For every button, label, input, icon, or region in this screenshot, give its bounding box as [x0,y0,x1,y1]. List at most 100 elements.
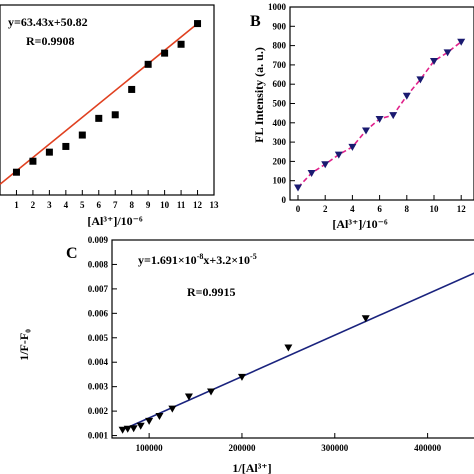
panel-a-x-tick-label: 5 [80,200,85,210]
panel-c-y-tick-label: 0.009 [88,235,109,245]
panel-c-marker [184,393,193,401]
panel-c-equation-prefix: y=1.691×10 [138,253,197,267]
panel-c-marker [155,413,164,420]
panel-a-point [45,148,53,156]
panel-c-equation-mid: x+3.2×10 [203,253,250,267]
panel-b-letter: B [250,13,261,30]
panel-a-fit-line-group [0,21,200,185]
panel-b-marker [430,58,438,66]
panel-b-x-tick-label: 10 [430,204,440,214]
panel-b-marker [457,38,466,46]
panel-c-x-tick-label: 200000 [228,443,256,453]
panel-b-x-ticks: 0 2 4 6 8 10 12 [296,195,466,214]
panel-c-marker [284,344,293,352]
panel-c-x-tick-label: 300000 [321,443,349,453]
panel-a-equation: y=63.43x+50.82 [8,15,88,29]
panel-c-y-tick-label: 0.002 [88,406,109,416]
panel-b-marker [362,127,370,135]
panel-b-y-tick-label: 500 [273,99,287,109]
panel-b-y-ticks: 0 100 200 300 400 500 600 700 800 900 1000 [268,2,295,205]
panel-c-letter: C [66,245,78,262]
panel-b-y-tick-label: 300 [273,137,287,147]
panel-c-frame [111,239,474,439]
panel-c-x-tick-label: 400000 [414,443,442,453]
panel-a-x-tick-label: 11 [177,200,186,210]
panel-b-marker [416,76,425,84]
panel-c-y-tick-label: 0.003 [88,382,109,392]
panel-b-x-tick-label: 0 [296,204,301,214]
panel-b-x-tick-label: 4 [350,204,355,214]
panel-c-y-tick-label: 0.005 [88,333,109,343]
panel-c-y-axis-label: 1/F-F₀ [17,329,31,361]
panel-b-x-tick-label: 8 [405,204,410,214]
panel-b-markers [294,38,466,192]
panel-a-point [12,168,20,176]
panel-a-x-tick-label: 10 [160,200,170,210]
panel-c-x-axis-label: 1/[Al³⁺] [232,461,271,474]
panel-b-marker [321,161,330,169]
panel-c-marker [129,425,138,433]
panel-b-y-tick-label: 700 [273,60,287,70]
panel-c-y-tick-label: 0.008 [88,259,109,269]
panel-b-frame [289,6,474,201]
panel-c-marker [361,315,370,323]
panel-a-fit-line [0,21,200,185]
panel-a-point [111,111,119,119]
panel-c-y-tick-label: 0.007 [88,284,109,294]
panel-b-y-axis-label: FL Intensity (a. u.) [252,47,266,143]
panel-a-x-tick-label: 4 [64,200,69,210]
panel-c-marker [237,373,246,381]
panel-c-fit-line-group [120,272,474,432]
panel-a-point [161,49,169,57]
panel-a-point [29,157,37,165]
panel-c-marker [136,422,145,430]
panel-b-line-group [297,41,462,189]
panel-c-marker [145,417,154,425]
panel-c-marker [207,388,216,396]
panel-b-marker [402,92,411,100]
panel-b-series-line [297,41,462,189]
panel-a-x-tick-label: 9 [146,200,151,210]
panel-a-point [144,60,152,68]
panel-c: C 1/F-F₀ 0.0010.0020.0030.0040.0050.0060… [17,235,474,474]
panel-b-y-tick-label: 1000 [268,2,287,12]
panel-a: 1 2 3 4 5 6 7 8 9 10 11 12 13 y=63.43x+50.82 R=0.990… [0,4,219,228]
panel-b-y-tick-label: 0 [282,195,287,205]
panel-b-marker [375,115,384,123]
panel-b-marker [334,151,343,159]
panel-a-x-tick-label: 12 [193,200,203,210]
panel-b-y-tick-label: 100 [273,176,287,186]
panel-c-equation: y=1.691×10-8x+3.2×10-5 [138,252,257,267]
panel-b-marker [389,112,398,120]
panel-c-y-tick-label: 0.004 [88,357,109,367]
panel-a-point [95,114,103,122]
panel-b-marker [294,184,302,192]
panel-c-x-tick-label: 100000 [136,443,164,453]
panel-b-x-axis-label: [Al³⁺]/10⁻⁶ [332,217,388,231]
panel-a-frame [0,4,215,196]
panel-a-x-tick-label: 8 [129,200,134,210]
panel-b-y-tick-label: 200 [273,156,287,166]
panel-c-r-value: R=0.9915 [187,285,236,299]
panel-b-y-tick-label: 600 [273,79,287,89]
panel-a-point [128,85,136,93]
panel-b: B FL Intensity (a. u.) 01002003004005006… [250,2,474,231]
panel-b-x-tick-label: 6 [377,204,382,214]
panel-a-point [62,142,70,150]
panel-a-points [12,20,202,176]
panel-b-x-tick-label: 2 [323,204,328,214]
panel-a-x-tick-label: 6 [97,200,102,210]
panel-a-r-value: R=0.9908 [26,34,75,48]
panel-c-y-ticks: 0.001 0.002 0.003 0.004 0.005 0.006 0.007 0.008… [88,235,117,441]
panel-a-point [78,131,86,139]
panel-c-fit-line [120,272,474,432]
panel-b-y-tick-label: 900 [273,21,287,31]
panel-a-x-ticks: 1 2 3 4 5 6 7 8 9 10 11 12 13 [14,190,219,210]
panel-a-x-tick-label: 1 [14,200,19,210]
panel-b-marker [348,143,357,151]
panel-a-x-tick-label: 7 [113,200,118,210]
panel-b-y-tick-label: 800 [273,41,287,51]
panel-a-point [177,40,185,48]
panel-a-x-tick-label: 13 [210,200,220,210]
